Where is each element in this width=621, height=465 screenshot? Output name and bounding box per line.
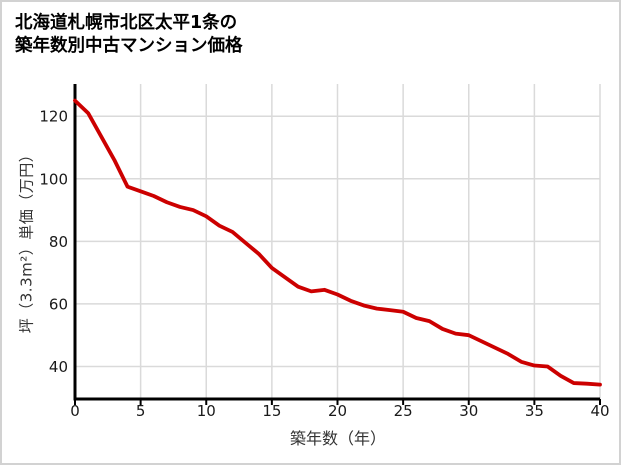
chart-title-line1: 北海道札幌市北区太平1条の [15,13,238,33]
x-tick-label: 20 [328,402,347,420]
x-tick-label: 0 [70,402,80,420]
x-tick-label: 5 [136,402,146,420]
y-tick-label: 100 [39,170,68,188]
y-tick-label: 80 [49,233,68,251]
price-line [73,98,602,387]
y-tick-label: 40 [49,358,68,376]
chart-title: 北海道札幌市北区太平1条の 築年数別中古マンション価格 [15,12,243,58]
x-tick-label: 25 [394,402,413,420]
x-tick-label: 10 [197,402,216,420]
y-tick-label: 60 [49,295,68,313]
chart-title-line2: 築年数別中古マンション価格 [15,36,243,57]
x-axis-title: 築年数（年） [289,429,387,448]
x-tick-label: 15 [262,402,281,420]
y-axis-title: 坪（3.3m²）単価（万円） [17,146,36,334]
x-tick-label: 40 [590,402,609,420]
x-tick-label: 30 [459,402,478,420]
x-tick-label: 35 [525,402,544,420]
y-tick-label: 120 [39,108,68,126]
